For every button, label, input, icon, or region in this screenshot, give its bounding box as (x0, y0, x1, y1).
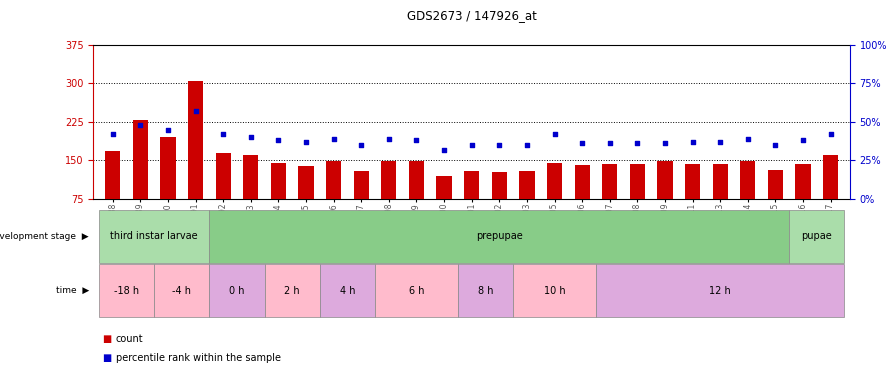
Bar (823, 155, 838, 199)
Text: pupae: pupae (801, 231, 832, 241)
Bar (105, 151, 120, 199)
Text: -4 h: -4 h (173, 286, 191, 296)
Point (382, 136, 396, 142)
Text: time  ▶: time ▶ (56, 286, 89, 295)
Text: development stage  ▶: development stage ▶ (0, 232, 89, 241)
Bar (789, 210, 845, 262)
Bar (326, 161, 341, 199)
Text: prepupae: prepupae (476, 231, 522, 241)
Point (327, 136, 341, 142)
Point (796, 137, 810, 143)
Bar (209, 210, 789, 262)
Bar (596, 264, 845, 317)
Point (216, 131, 231, 137)
Point (492, 142, 506, 148)
Bar (99, 210, 209, 262)
Bar (630, 164, 645, 199)
Text: GDS2673 / 147926_at: GDS2673 / 147926_at (407, 9, 537, 22)
Bar (713, 164, 728, 199)
Bar (491, 172, 507, 199)
Point (354, 142, 368, 148)
Point (409, 137, 424, 143)
Bar (271, 163, 286, 199)
Bar (768, 170, 783, 199)
Point (823, 131, 837, 137)
Bar (353, 171, 368, 199)
Bar (520, 171, 535, 199)
Bar (685, 164, 700, 199)
Point (299, 139, 313, 145)
Text: count: count (116, 334, 143, 344)
Bar (154, 264, 209, 317)
Bar (215, 153, 231, 199)
Point (520, 142, 534, 148)
Point (658, 140, 672, 146)
Bar (457, 264, 514, 317)
Bar (320, 264, 375, 317)
Point (437, 147, 451, 153)
Bar (99, 264, 154, 317)
Bar (160, 137, 175, 199)
Bar (796, 164, 811, 199)
Point (713, 139, 727, 145)
Text: third instar larvae: third instar larvae (110, 231, 198, 241)
Text: 0 h: 0 h (230, 286, 245, 296)
Point (603, 140, 617, 146)
Point (189, 108, 203, 114)
Text: 4 h: 4 h (340, 286, 355, 296)
Text: ■: ■ (102, 353, 111, 363)
Bar (409, 161, 424, 199)
Bar (575, 165, 590, 199)
Text: 6 h: 6 h (409, 286, 425, 296)
Bar (375, 264, 457, 317)
Point (244, 134, 258, 140)
Bar (658, 161, 673, 199)
Point (134, 122, 148, 128)
Point (740, 136, 755, 142)
Point (465, 142, 479, 148)
Bar (547, 163, 562, 199)
Text: 2 h: 2 h (285, 286, 300, 296)
Bar (603, 164, 618, 199)
Bar (133, 120, 148, 199)
Bar (298, 166, 313, 199)
Text: percentile rank within the sample: percentile rank within the sample (116, 353, 280, 363)
Point (575, 140, 589, 146)
Point (161, 127, 175, 133)
Text: -18 h: -18 h (114, 286, 139, 296)
Point (685, 139, 700, 145)
Text: 12 h: 12 h (709, 286, 731, 296)
Bar (209, 264, 264, 317)
Point (768, 142, 782, 148)
Bar (514, 264, 596, 317)
Point (106, 131, 120, 137)
Point (547, 131, 562, 137)
Bar (436, 176, 452, 199)
Point (271, 137, 286, 143)
Bar (740, 161, 756, 199)
Bar (381, 161, 396, 199)
Text: 8 h: 8 h (478, 286, 493, 296)
Bar (464, 171, 480, 199)
Point (630, 140, 644, 146)
Text: ■: ■ (102, 334, 111, 344)
Bar (188, 81, 203, 199)
Bar (243, 155, 258, 199)
Text: 10 h: 10 h (544, 286, 565, 296)
Bar (264, 264, 320, 317)
